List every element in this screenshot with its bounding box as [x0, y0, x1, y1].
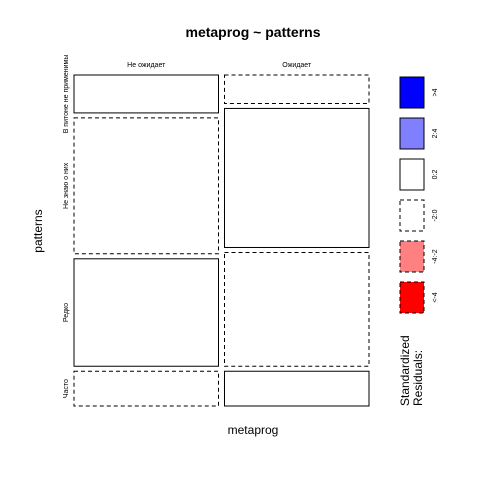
legend-swatch-5 [399, 281, 425, 314]
x-axis-label: metaprog [228, 423, 279, 437]
y-tick-в-питоне-не-применимы: В питоне не применимы [63, 55, 70, 134]
legend-title-line2: Residuals: [411, 350, 425, 406]
legend-swatch-0 [399, 76, 425, 109]
legend-label-2: 0:2 [432, 170, 439, 180]
legend-swatch-3 [399, 199, 425, 232]
cell-не-ожидает-редко [73, 258, 219, 367]
legend-title-line1: Standardized [398, 335, 412, 406]
chart-title: metaprog ~ patterns [186, 24, 321, 40]
mosaic-cells [73, 74, 370, 407]
cell-не-ожидает-часто [73, 370, 219, 407]
legend-label-1: 2:4 [432, 129, 439, 139]
x-tick-не-ожидает: Не ожидает [127, 62, 166, 69]
cell-ожидает-часто [224, 370, 370, 407]
legend-label-3: -2:0 [432, 209, 439, 221]
legend-label-4: -4:-2 [432, 249, 439, 264]
y-tick-часто: Часто [63, 379, 70, 398]
legend-label-0: >4 [432, 88, 439, 96]
cell-ожидает-не-знаю-о-них [224, 107, 370, 248]
y-axis-label: patterns [31, 209, 45, 252]
cell-не-ожидает-не-знаю-о-них [73, 117, 219, 255]
y-tick-не-знаю-о-них: Не знаю о них [63, 162, 70, 209]
legend-swatch-1 [399, 117, 425, 150]
y-tick-редко: Редко [63, 303, 70, 322]
y-tick-labels: В питоне не применимы Не знаю о них Редко Ч… [63, 55, 70, 399]
legend-label-5: <-4 [432, 292, 439, 302]
cell-ожидает-редко [224, 251, 370, 367]
legend-swatch-2 [399, 158, 425, 191]
x-tick-ожидает: Ожидает [282, 62, 312, 69]
x-tick-labels: Не ожидает Ожидает [127, 62, 312, 69]
cell-не-ожидает-в-питоне-не-применимы [73, 74, 219, 114]
residuals-legend: >4 2:4 0:2 -2:0 -4:-2 <-4 Standardized Residu… [398, 76, 439, 406]
legend-swatch-4 [399, 240, 425, 273]
cell-ожидает-в-питоне-не-применимы [224, 74, 370, 104]
